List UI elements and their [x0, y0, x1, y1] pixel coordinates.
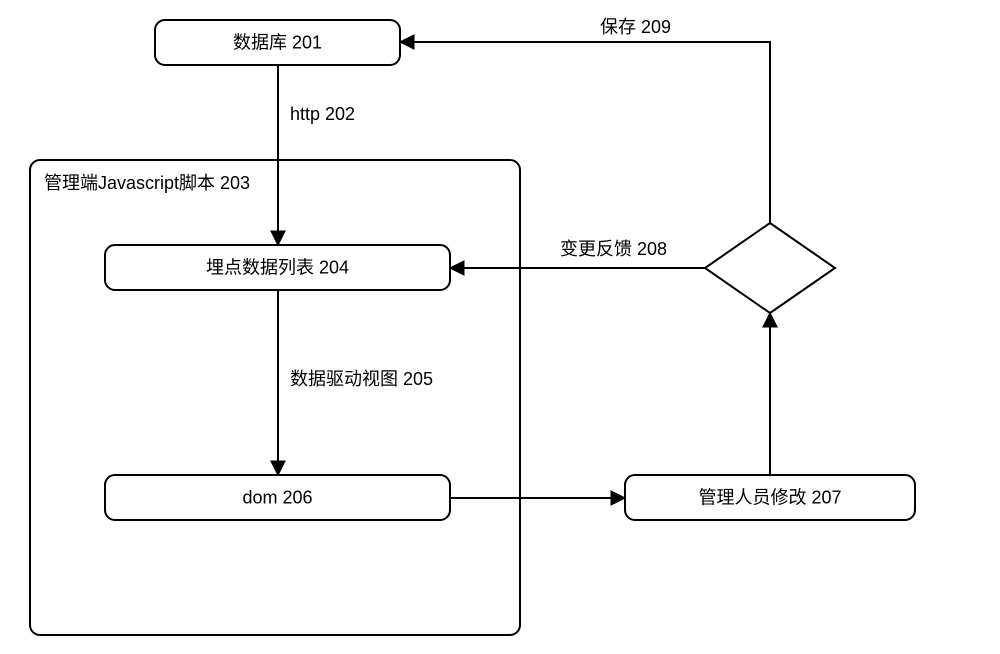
edge-label-decision-db: 保存 209 — [600, 17, 671, 37]
node-label-admin: 管理人员修改 207 — [698, 487, 841, 507]
edge-label-db-list: http 202 — [290, 104, 355, 124]
node-label-list: 埋点数据列表 204 — [206, 257, 349, 277]
node-label-db: 数据库 201 — [233, 32, 322, 52]
container-label: 管理端Javascript脚本 203 — [44, 173, 250, 193]
edge-label-decision-list: 变更反馈 208 — [560, 239, 667, 259]
flowchart-canvas: 管理端Javascript脚本 203 http 202 数据驱动视图 205 变更反… — [0, 0, 1000, 654]
node-label-dom: dom 206 — [242, 487, 312, 507]
edge-label-list-dom: 数据驱动视图 205 — [290, 369, 433, 389]
